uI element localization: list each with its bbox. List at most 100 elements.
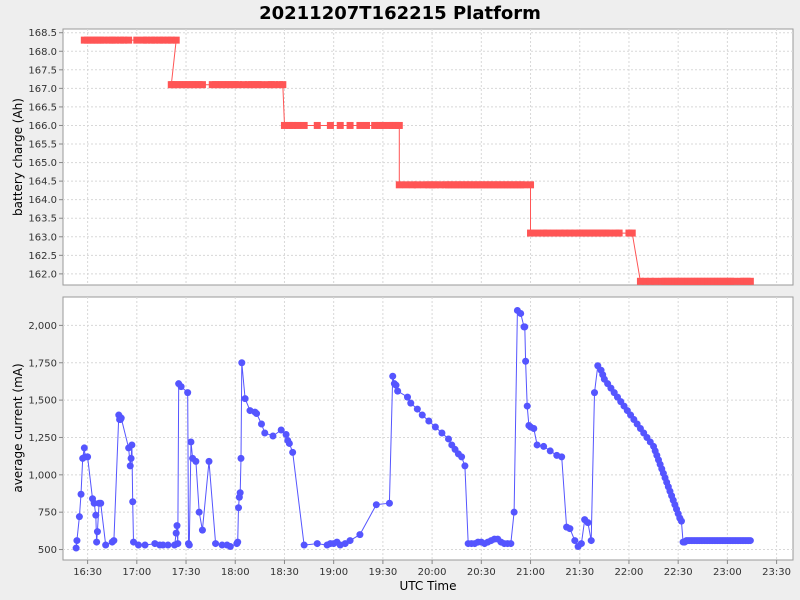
average-current-data-point (407, 399, 415, 407)
average-current-data-point (285, 439, 293, 447)
x-axis-ticks: 16:30 17:00 17:30 18:00 18:30 19:00 19:30 20:00… (73, 560, 791, 578)
battery-charge-data-point (336, 121, 344, 129)
average-current-data-point (389, 372, 397, 380)
average-current-data-point (84, 453, 92, 461)
battery-charge-data-point (746, 277, 754, 285)
average-current-data-point (192, 457, 200, 465)
battery-charge-data-point (280, 121, 288, 129)
battery-charge-y-tick-label: 162.5 (28, 251, 57, 262)
average-current-data-point (177, 383, 185, 391)
x-tick-label: 17:30 (172, 567, 201, 578)
battery-charge-data-point (100, 36, 108, 44)
battery-charge-data-point (120, 36, 128, 44)
battery-charge-panel: 162.0 162.5 163.0 163.5 164.0 164.5 165.0 165.5… (11, 28, 794, 286)
average-current-data-point (128, 441, 136, 449)
average-current-data-point (546, 447, 554, 455)
x-tick-label: 21:30 (565, 567, 594, 578)
average-current-data-point (584, 519, 592, 527)
battery-charge-y-tick-label: 163.5 (28, 214, 57, 225)
average-current-data-point (510, 508, 518, 516)
battery-charge-data-point (167, 36, 175, 44)
average-current-data-point (558, 453, 566, 461)
average-current-data-point (241, 395, 249, 403)
battery-charge-data-point (279, 81, 287, 89)
average-current-data-point (346, 537, 354, 545)
average-current-data-point (110, 537, 118, 545)
battery-charge-data-point (413, 181, 421, 189)
average-current-data-point (522, 357, 530, 365)
average-current-data-point (173, 522, 181, 530)
average-current-data-point (75, 513, 83, 521)
battery-charge-data-point (125, 36, 133, 44)
average-current-data-point (677, 517, 685, 525)
average-current-data-point (571, 537, 579, 545)
average-current-data-point (218, 541, 226, 549)
battery-charge-data-point (615, 229, 623, 237)
battery-charge-data-point (436, 181, 444, 189)
average-current-data-point (253, 410, 261, 418)
battery-charge-data-point (326, 121, 334, 129)
x-tick-label: 20:00 (418, 567, 447, 578)
average-current-data-point (372, 501, 380, 509)
battery-charge-y-tick-label: 165.5 (28, 140, 57, 151)
average-current-data-point (461, 462, 469, 470)
battery-charge-data-point (235, 81, 243, 89)
x-axis-label: UTC Time (400, 579, 457, 593)
battery-charge-y-tick-label: 168.0 (28, 47, 57, 58)
average-current-data-point (289, 448, 297, 456)
average-current-data-point (392, 381, 400, 389)
battery-charge-series (80, 36, 754, 285)
average-current-data-point (236, 489, 244, 497)
average-current-data-point (226, 543, 234, 551)
average-current-y-tick-label: 1,250 (28, 433, 57, 444)
battery-charge-data-point (159, 36, 167, 44)
average-current-data-point (117, 414, 125, 422)
battery-charge-y-tick-label: 165.0 (28, 158, 57, 169)
battery-charge-data-point (395, 121, 403, 129)
average-current-data-point (238, 359, 246, 367)
average-current-data-point (72, 544, 80, 552)
battery-charge-data-point (257, 81, 265, 89)
average-current-data-point (533, 441, 541, 449)
average-current-data-point (438, 429, 446, 437)
average-current-data-point (530, 425, 538, 432)
average-current-data-point (73, 537, 81, 545)
average-current-data-point (587, 537, 595, 545)
average-current-data-point (566, 525, 574, 533)
average-current-data-point (425, 417, 433, 425)
battery-charge-y-ticks: 162.0 162.5 163.0 163.5 164.0 164.5 165.0 165.5… (28, 28, 63, 280)
average-current-data-point (261, 429, 269, 437)
average-current-grid (63, 297, 793, 560)
x-tick-label: 19:30 (368, 567, 397, 578)
average-current-data-point (93, 538, 101, 546)
average-current-data-point (746, 537, 754, 545)
average-current-data-point (164, 541, 172, 549)
average-current-data-point (413, 405, 421, 413)
battery-charge-data-point (641, 277, 649, 285)
battery-charge-data-point (402, 181, 410, 189)
average-current-data-point (141, 541, 149, 549)
battery-charge-data-point (533, 229, 541, 237)
battery-charge-data-point (556, 229, 564, 237)
average-current-data-point (159, 541, 167, 549)
battery-charge-data-point (362, 121, 370, 129)
battery-charge-data-point (520, 181, 528, 189)
battery-charge-y-tick-label: 166.5 (28, 102, 57, 113)
average-current-data-point (431, 423, 439, 431)
battery-charge-data-point (543, 229, 551, 237)
battery-charge-data-point (646, 277, 654, 285)
average-current-y-tick-label: 1,500 (28, 396, 57, 407)
average-current-data-point (458, 453, 466, 461)
average-current-data-point (418, 411, 426, 419)
battery-charge-axis-label: battery charge (Ah) (11, 98, 25, 216)
average-current-data-point (97, 499, 105, 507)
average-current-data-point (282, 430, 290, 438)
battery-charge-data-point (431, 181, 439, 189)
average-current-data-point (92, 511, 100, 519)
battery-charge-data-point (379, 121, 387, 129)
average-current-data-point (269, 432, 277, 440)
battery-charge-data-point (636, 277, 644, 285)
x-tick-label: 21:00 (516, 567, 545, 578)
battery-charge-data-point (111, 36, 119, 44)
average-current-data-point (184, 389, 192, 397)
